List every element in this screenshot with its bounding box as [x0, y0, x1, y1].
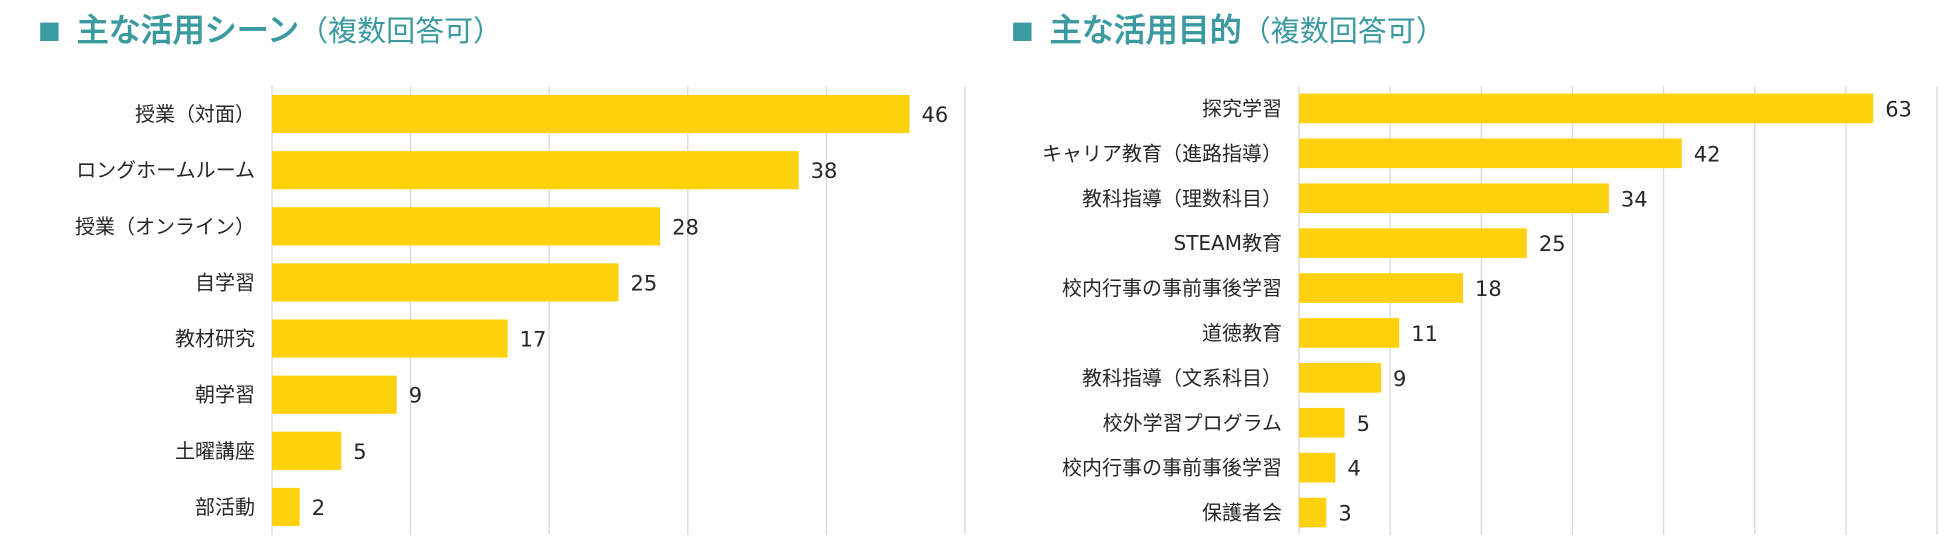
- scene-value-label: 28: [672, 215, 699, 239]
- scene-value-label: 5: [353, 440, 366, 464]
- purpose-category-label: キャリア教育（進路指導）: [1042, 141, 1282, 165]
- purpose-bar-row: 校内行事の事前事後学習 18: [1062, 273, 1502, 303]
- scene-bar: [272, 375, 397, 414]
- purpose-bar: [1299, 407, 1345, 438]
- purpose-category-label: 教科指導（理数科目）: [1082, 186, 1282, 210]
- purpose-bar: [1299, 183, 1609, 214]
- purpose-bar: [1299, 497, 1327, 528]
- scene-bar-row: ロングホームルーム 38: [76, 151, 838, 190]
- purpose-value-label: 5: [1357, 412, 1370, 436]
- purpose-bar-row: キャリア教育（進路指導） 42: [1042, 138, 1721, 169]
- purpose-bar: [1299, 228, 1527, 258]
- purpose-bar: [1299, 318, 1400, 348]
- purpose-bar: [1299, 273, 1464, 303]
- purpose-value-label: 34: [1621, 187, 1648, 211]
- scene-bar: [272, 263, 619, 302]
- purpose-category-label: 保護者会: [1202, 501, 1282, 525]
- purpose-bar-row: 道徳教育 11: [1202, 318, 1438, 348]
- scene-category-label: 授業（対面）: [135, 102, 255, 126]
- scene-bar-row: 教材研究 17: [175, 319, 547, 358]
- scene-bar-row: 授業（オンライン） 28: [75, 207, 699, 246]
- scene-bar-row: 授業（対面） 46: [135, 94, 949, 134]
- purpose-bar-row: 保護者会 3: [1202, 497, 1352, 528]
- purpose-bar-row: STEAM教育 25: [1174, 228, 1566, 258]
- usage-scenes-subtitle: （複数回答可）: [299, 14, 503, 48]
- scene-value-label: 2: [312, 496, 325, 520]
- usage-purposes-title-text: 主な活用目的: [1049, 11, 1242, 49]
- purpose-value-label: 3: [1338, 502, 1351, 526]
- purpose-bar: [1299, 452, 1336, 483]
- usage-purposes-subtitle: （複数回答可）: [1241, 14, 1445, 48]
- scene-bar: [272, 319, 508, 358]
- usage-scenes-title: ■ 主な活用シーン（複数回答可）: [38, 8, 502, 53]
- purpose-category-label: 道徳教育: [1202, 321, 1282, 345]
- usage-purposes-title: ■ 主な活用目的（複数回答可）: [1011, 8, 1445, 53]
- purpose-value-label: 63: [1885, 97, 1912, 121]
- purpose-bar: [1299, 138, 1682, 169]
- scene-category-label: 自学習: [195, 270, 255, 294]
- scene-value-label: 9: [409, 384, 422, 408]
- scene-bar-row: 土曜講座 5: [175, 431, 367, 470]
- scene-bar: [272, 207, 661, 246]
- purpose-bar-row: 教科指導（理数科目） 34: [1082, 183, 1648, 214]
- purpose-value-label: 25: [1539, 232, 1566, 256]
- usage-scenes-title-text: 主な活用シーン: [76, 11, 300, 49]
- scene-value-label: 38: [811, 159, 838, 183]
- scene-value-label: 17: [520, 328, 547, 352]
- scene-bar: [272, 94, 910, 134]
- purpose-bar-row: 校内行事の事前事後学習 4: [1062, 452, 1361, 483]
- purpose-bar-row: 校外学習プログラム 5: [1103, 407, 1370, 438]
- scene-bar: [272, 431, 342, 470]
- scene-category-label: 土曜講座: [175, 439, 255, 463]
- scene-category-label: 教材研究: [175, 327, 255, 351]
- purpose-category-label: 校内行事の事前事後学習: [1062, 456, 1282, 480]
- purpose-category-label: 探究学習: [1202, 96, 1282, 120]
- scene-category-label: 授業（オンライン）: [75, 214, 255, 238]
- scene-bar-row: 朝学習 9: [195, 375, 422, 414]
- purpose-category-label: STEAM教育: [1174, 231, 1283, 255]
- purpose-value-label: 18: [1475, 277, 1502, 301]
- scene-category-label: ロングホームルーム: [76, 158, 255, 182]
- purpose-bar-row: 教科指導（文系科目） 9: [1082, 363, 1406, 393]
- square-bullet-icon: ■: [1011, 16, 1034, 44]
- purpose-bar: [1299, 93, 1874, 124]
- purpose-value-label: 9: [1393, 367, 1406, 391]
- scene-category-label: 部活動: [195, 495, 255, 519]
- purpose-bar-row: 探究学習 63: [1202, 93, 1912, 124]
- purpose-bar: [1299, 363, 1382, 393]
- usage-scenes-panel: ■ 主な活用シーン（複数回答可） 授業（対面） 46 ロングホームルーム 38 授業（オン…: [38, 8, 966, 535]
- scene-value-label: 25: [631, 271, 658, 295]
- scene-bar: [272, 151, 799, 190]
- purpose-category-label: 校内行事の事前事後学習: [1062, 276, 1282, 300]
- purpose-value-label: 11: [1411, 322, 1438, 346]
- scene-bar-row: 部活動 2: [195, 487, 325, 527]
- purpose-category-label: 教科指導（文系科目）: [1082, 366, 1282, 390]
- scene-value-label: 46: [922, 103, 949, 127]
- purpose-category-label: 校外学習プログラム: [1103, 411, 1282, 435]
- purpose-value-label: 42: [1694, 142, 1721, 166]
- scene-category-label: 朝学習: [195, 383, 255, 407]
- scene-bar: [272, 487, 300, 527]
- square-bullet-icon: ■: [38, 16, 61, 44]
- scene-bar-row: 自学習 25: [195, 263, 658, 302]
- purpose-value-label: 4: [1347, 457, 1360, 481]
- usage-purposes-panel: ■ 主な活用目的（複数回答可） 探究学習 63 キャリア教育（進路指導） 42 教科指導（…: [975, 0, 1950, 546]
